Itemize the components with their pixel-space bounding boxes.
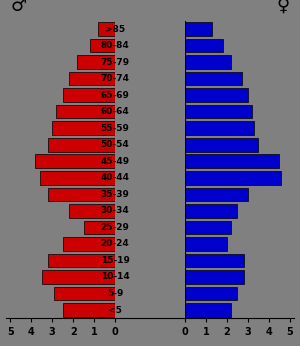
Bar: [185, 22, 212, 36]
Bar: [185, 105, 252, 118]
Text: ♂: ♂: [11, 0, 26, 15]
Bar: [63, 303, 115, 317]
Bar: [185, 88, 248, 102]
Bar: [48, 188, 115, 201]
Bar: [185, 171, 281, 184]
Bar: [56, 105, 115, 118]
Bar: [69, 204, 115, 218]
Bar: [90, 39, 115, 52]
Bar: [185, 204, 237, 218]
Bar: [185, 188, 248, 201]
Bar: [77, 55, 115, 69]
Bar: [185, 121, 254, 135]
Bar: [185, 72, 242, 85]
Bar: [185, 221, 231, 234]
Bar: [185, 303, 231, 317]
Bar: [40, 171, 115, 184]
Bar: [98, 22, 115, 36]
Bar: [185, 155, 279, 168]
Bar: [84, 221, 115, 234]
Bar: [185, 55, 231, 69]
Bar: [185, 237, 227, 251]
Bar: [35, 155, 115, 168]
Bar: [185, 254, 244, 267]
Bar: [185, 270, 244, 284]
Bar: [185, 287, 237, 300]
Text: ♀: ♀: [277, 0, 290, 15]
Bar: [52, 121, 115, 135]
Bar: [63, 88, 115, 102]
Bar: [48, 138, 115, 152]
Bar: [185, 39, 223, 52]
Bar: [42, 270, 115, 284]
Bar: [48, 254, 115, 267]
Bar: [54, 287, 115, 300]
Bar: [63, 237, 115, 251]
Bar: [185, 138, 258, 152]
Bar: [69, 72, 115, 85]
